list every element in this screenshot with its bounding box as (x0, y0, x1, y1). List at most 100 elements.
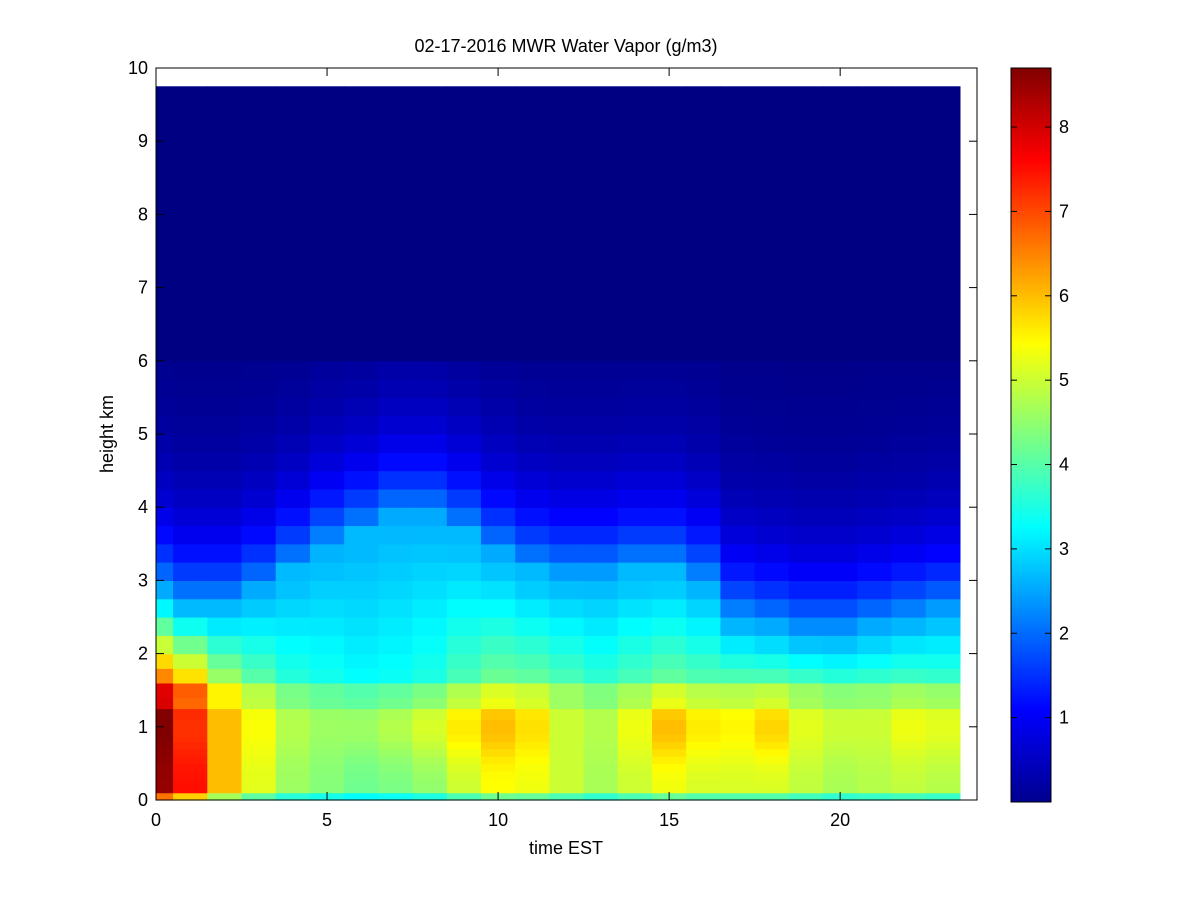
heatmap-cell (344, 617, 379, 636)
heatmap-cell (823, 543, 858, 563)
heatmap-cell (515, 415, 550, 435)
heatmap-cell (891, 488, 927, 508)
heatmap-cell (720, 668, 756, 684)
heatmap-cell (891, 251, 927, 289)
heatmap-cell (309, 379, 345, 398)
heatmap-cell (156, 562, 174, 581)
heatmap-cell (857, 214, 893, 252)
heatmap-cell (925, 708, 961, 721)
heatmap-cell (480, 397, 516, 417)
heatmap-cell (207, 415, 243, 435)
heatmap-cell (652, 415, 687, 435)
heatmap-cell (515, 324, 550, 362)
heatmap-cell (207, 379, 243, 398)
heatmap-cell (515, 580, 550, 600)
heatmap-cell (515, 719, 550, 728)
heatmap-cell (617, 452, 653, 472)
heatmap-cell (891, 653, 927, 669)
heatmap-cell (480, 763, 516, 772)
heatmap-cell (788, 177, 824, 215)
heatmap-cell (241, 470, 277, 490)
heatmap-cell (173, 653, 208, 669)
heatmap-cell (344, 778, 379, 786)
heatmap-cell (652, 507, 687, 527)
heatmap-cell (344, 580, 379, 600)
heatmap-cell (652, 397, 687, 417)
heatmap-cell (378, 452, 414, 472)
heatmap-cell (309, 287, 345, 325)
heatmap-cell (156, 470, 174, 490)
heatmap-cell (583, 734, 619, 743)
heatmap-cell (857, 360, 893, 380)
heatmap-cell (275, 507, 311, 527)
heatmap-cell (173, 719, 208, 728)
heatmap-cell (583, 379, 619, 398)
heatmap-cell (515, 507, 550, 527)
heatmap-cell (480, 708, 516, 721)
heatmap-cell (275, 635, 311, 655)
heatmap-cell (309, 543, 345, 563)
heatmap-cell (617, 324, 653, 362)
heatmap-cell (549, 792, 585, 801)
heatmap-cell (583, 507, 619, 527)
heatmap-cell (754, 562, 790, 581)
heatmap-cell (583, 708, 619, 721)
heatmap-cell (446, 785, 482, 794)
heatmap-cell (720, 748, 756, 757)
heatmap-cell (549, 434, 585, 453)
heatmap-cell (515, 668, 550, 684)
heatmap-cell (583, 562, 619, 581)
x-tick-label: 10 (488, 810, 508, 830)
heatmap-cell (925, 580, 961, 600)
heatmap-cell (173, 287, 208, 325)
heatmap-cell (617, 488, 653, 508)
heatmap-cell (207, 785, 243, 794)
heatmap-cell (378, 507, 414, 527)
heatmap-cell (686, 415, 722, 435)
heatmap-cell (617, 682, 653, 699)
heatmap-cell (583, 748, 619, 757)
heatmap-cell (344, 763, 379, 772)
x-axis: 0 5 10 15 20 (151, 68, 850, 830)
heatmap-cell (173, 598, 208, 618)
heatmap-cell (344, 785, 379, 794)
heatmap-cell (344, 287, 379, 325)
heatmap-cell (344, 543, 379, 563)
heatmap-cell (446, 434, 482, 453)
heatmap-cell (275, 287, 311, 325)
heatmap-cell (446, 741, 482, 750)
heatmap-cell (891, 763, 927, 772)
heatmap-cell (275, 470, 311, 490)
heatmap-cell (617, 415, 653, 435)
heatmap-cell (156, 653, 174, 669)
y-tick-label: 8 (138, 204, 148, 224)
heatmap-cell (378, 748, 414, 757)
heatmap-cell (857, 668, 893, 684)
heatmap-cell (652, 734, 687, 743)
heatmap-cell (344, 792, 379, 801)
heatmap-cell (617, 379, 653, 398)
heatmap-cell (823, 434, 858, 453)
heatmap-cell (275, 668, 311, 684)
heatmap-cell (344, 324, 379, 362)
heatmap-cell (823, 770, 858, 779)
heatmap-cell (515, 682, 550, 699)
heatmap-cell (788, 792, 824, 801)
heatmap-cell (891, 470, 927, 490)
heatmap-cell (446, 708, 482, 721)
heatmap-cell (583, 104, 619, 142)
heatmap-cell (617, 214, 653, 252)
heatmap-cell (891, 507, 927, 527)
heatmap-cell (754, 214, 790, 252)
heatmap-cell (652, 756, 687, 764)
heatmap-cell (788, 452, 824, 472)
heatmap-cell (515, 141, 550, 179)
heatmap-cell (309, 360, 345, 380)
heatmap-cell (549, 287, 585, 325)
heatmap-cell (925, 452, 961, 472)
heatmap-cell (549, 697, 585, 710)
heatmap-cell (241, 741, 277, 750)
heatmap-cell (583, 324, 619, 362)
heatmap-cell (788, 360, 824, 380)
heatmap-cell (207, 397, 243, 417)
